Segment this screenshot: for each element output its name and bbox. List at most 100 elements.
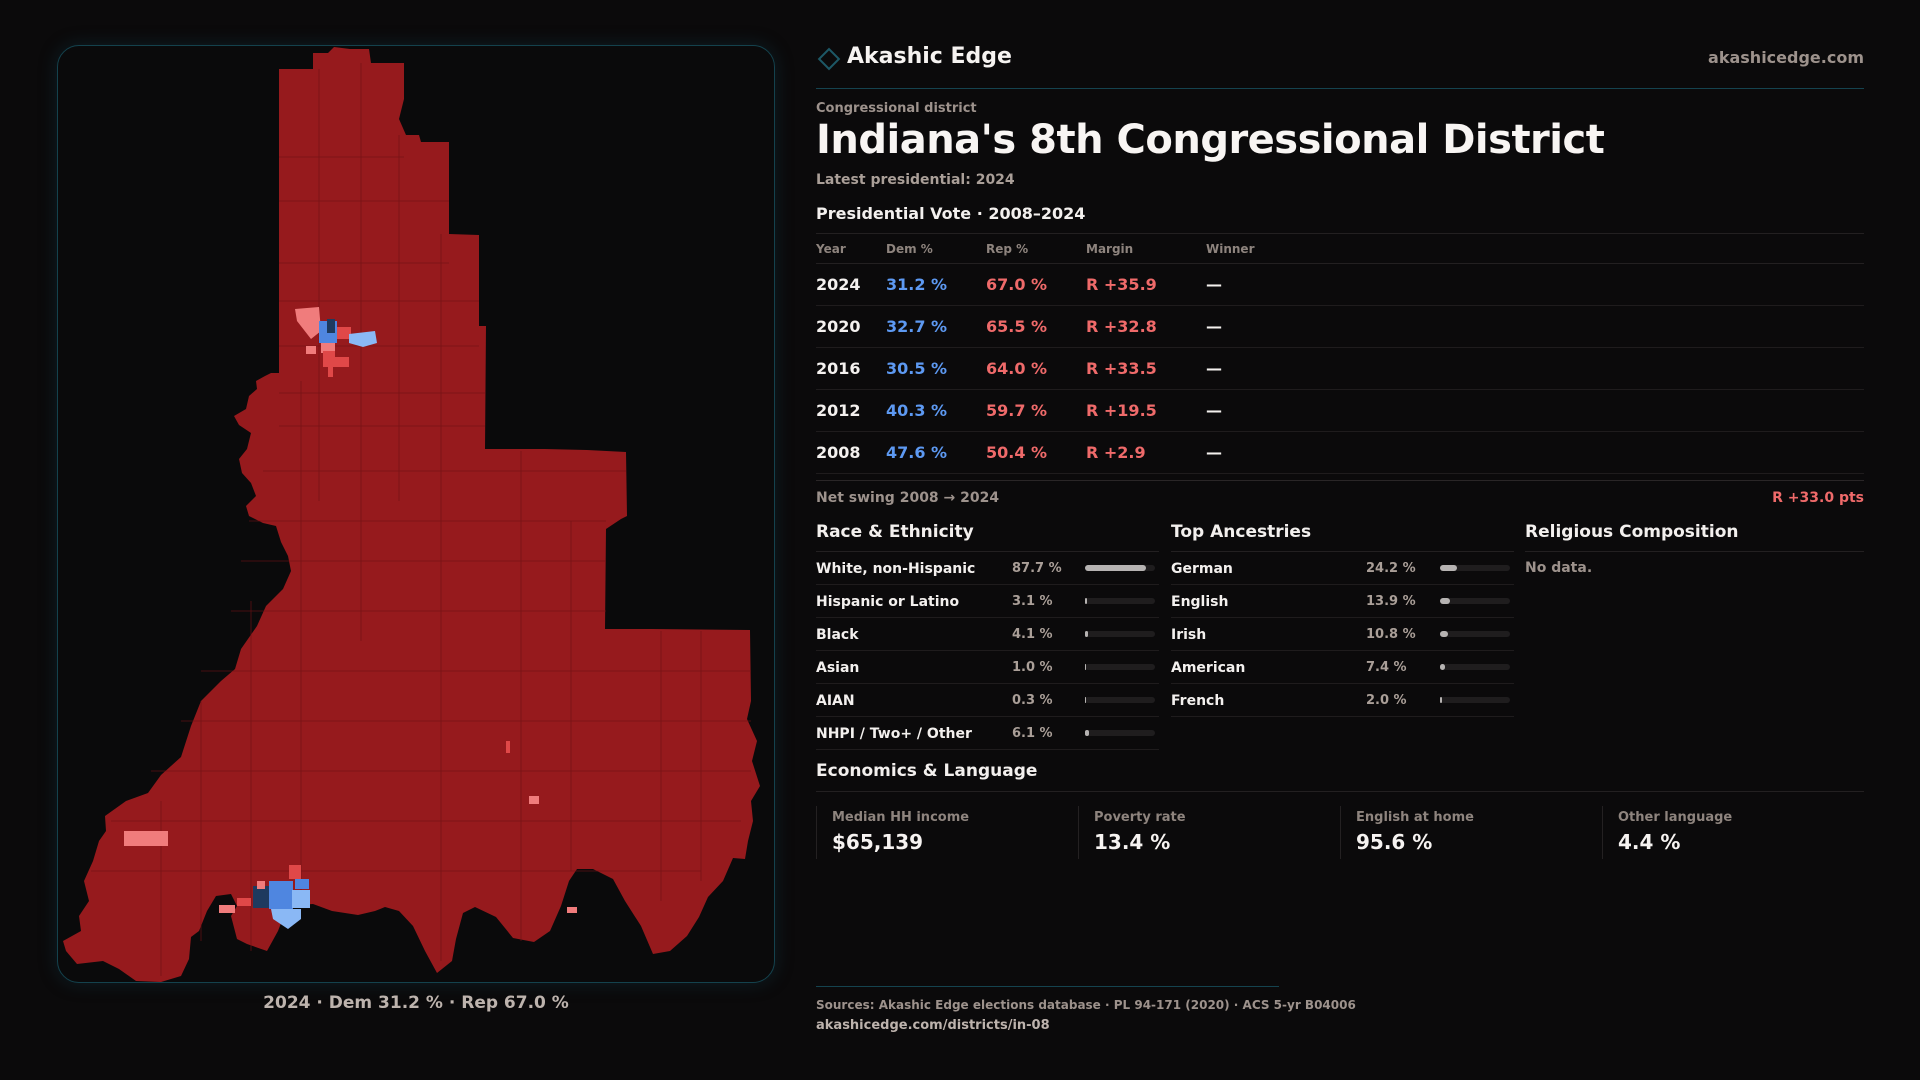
dem-cell: 47.6 % bbox=[886, 431, 986, 474]
race-list: White, non-Hispanic 87.7 % Hispanic or Lat… bbox=[816, 552, 1159, 750]
item-value: 0.3 % bbox=[1012, 693, 1053, 708]
bar-track bbox=[1440, 565, 1510, 571]
table-row: 2016 30.5 % 64.0 % R +33.5 — bbox=[816, 347, 1864, 390]
bar-fill bbox=[1085, 631, 1088, 637]
bar-track bbox=[1085, 664, 1155, 670]
winner-cell: — bbox=[1206, 431, 1864, 474]
latest-presidential: Latest presidential: 2024 bbox=[816, 172, 1015, 188]
map-caption: 2024 · Dem 31.2 % · Rep 67.0 % bbox=[263, 993, 569, 1013]
stat-other-language: Other language 4.4 % bbox=[1602, 806, 1864, 859]
religion-section: Religious Composition No data. bbox=[1525, 520, 1864, 576]
economics-stats: Median HH income $65,139 Poverty rate 13… bbox=[816, 806, 1864, 859]
table-row: 2012 40.3 % 59.7 % R +19.5 — bbox=[816, 389, 1864, 432]
stat-value: 95.6 % bbox=[1356, 830, 1433, 854]
bar-track bbox=[1085, 730, 1155, 736]
evansville-precincts bbox=[219, 865, 310, 929]
dem-cell: 31.2 % bbox=[886, 263, 986, 306]
religion-title: Religious Composition bbox=[1525, 520, 1864, 552]
item-label: Asian bbox=[816, 660, 860, 676]
dem-cell: 32.7 % bbox=[886, 305, 986, 348]
religion-empty-message: No data. bbox=[1525, 560, 1593, 576]
net-swing-value: R +33.0 pts bbox=[1772, 490, 1864, 506]
item-label: AIAN bbox=[816, 693, 855, 709]
sources-note: Sources: Akashic Edge elections database… bbox=[816, 998, 1356, 1012]
district-map[interactable] bbox=[57, 45, 775, 983]
bar-fill bbox=[1085, 565, 1147, 571]
net-swing-label: Net swing 2008 → 2024 bbox=[816, 490, 1000, 506]
list-item: French 2.0 % bbox=[1171, 684, 1514, 717]
brand[interactable]: Akashic Edge bbox=[816, 44, 1012, 70]
district-map-panel[interactable] bbox=[57, 45, 775, 983]
col-year: Year bbox=[816, 233, 886, 264]
list-item: White, non-Hispanic 87.7 % bbox=[816, 552, 1159, 585]
table-row: 2020 32.7 % 65.5 % R +32.8 — bbox=[816, 305, 1864, 348]
bar-track bbox=[1440, 631, 1510, 637]
item-label: Irish bbox=[1171, 627, 1207, 643]
list-item: German 24.2 % bbox=[1171, 552, 1514, 585]
stat-value: 4.4 % bbox=[1618, 830, 1681, 854]
bar-fill bbox=[1440, 664, 1446, 670]
list-item: Black 4.1 % bbox=[816, 618, 1159, 651]
bar-track bbox=[1085, 598, 1155, 604]
terre-haute-precincts bbox=[295, 307, 377, 377]
race-ethnicity-section: Race & Ethnicity White, non-Hispanic 87.7… bbox=[816, 520, 1159, 750]
presidential-vote-table: Year Dem % Rep % Margin Winner 2024 31.2… bbox=[816, 233, 1864, 474]
stat-label: Other language bbox=[1618, 810, 1733, 825]
bar-fill bbox=[1440, 598, 1450, 604]
item-label: Black bbox=[816, 627, 859, 643]
economics-title: Economics & Language bbox=[816, 761, 1864, 792]
rep-cell: 67.0 % bbox=[986, 263, 1086, 306]
winner-cell: — bbox=[1206, 347, 1864, 390]
rep-cell: 64.0 % bbox=[986, 347, 1086, 390]
year-cell: 2008 bbox=[816, 431, 886, 474]
item-value: 87.7 % bbox=[1012, 561, 1062, 576]
stat-value: $65,139 bbox=[832, 830, 924, 854]
site-link[interactable]: akashicedge.com bbox=[1708, 48, 1864, 67]
ancestry-list: German 24.2 % English 13.9 % Irish 10.8 % Amer… bbox=[1171, 552, 1514, 717]
year-cell: 2024 bbox=[816, 263, 886, 306]
rep-cell: 59.7 % bbox=[986, 389, 1086, 432]
table-row: 2024 31.2 % 67.0 % R +35.9 — bbox=[816, 263, 1864, 306]
winner-cell: — bbox=[1206, 263, 1864, 306]
item-label: NHPI / Two+ / Other bbox=[816, 726, 972, 742]
bar-fill bbox=[1085, 730, 1090, 736]
page-title: Indiana's 8th Congressional District bbox=[816, 117, 1605, 163]
stat-median-income: Median HH income $65,139 bbox=[816, 806, 1078, 859]
stat-poverty-rate: Poverty rate 13.4 % bbox=[1078, 806, 1340, 859]
col-winner: Winner bbox=[1206, 233, 1864, 264]
race-ethnicity-title: Race & Ethnicity bbox=[816, 520, 1159, 552]
bar-fill bbox=[1440, 565, 1457, 571]
item-label: White, non-Hispanic bbox=[816, 561, 976, 577]
header-divider bbox=[816, 88, 1864, 89]
stat-label: Median HH income bbox=[832, 810, 970, 825]
list-item: NHPI / Two+ / Other 6.1 % bbox=[816, 717, 1159, 750]
rep-cell: 65.5 % bbox=[986, 305, 1086, 348]
item-value: 10.8 % bbox=[1366, 627, 1416, 642]
stat-label: English at home bbox=[1356, 810, 1474, 825]
rep-cell: 50.4 % bbox=[986, 431, 1086, 474]
diamond-logo-icon bbox=[817, 47, 841, 70]
item-value: 1.0 % bbox=[1012, 660, 1053, 675]
item-label: English bbox=[1171, 594, 1229, 610]
item-value: 7.4 % bbox=[1366, 660, 1407, 675]
bar-track bbox=[1440, 664, 1510, 670]
year-cell: 2020 bbox=[816, 305, 886, 348]
winner-cell: — bbox=[1206, 389, 1864, 432]
year-cell: 2012 bbox=[816, 389, 886, 432]
item-value: 24.2 % bbox=[1366, 561, 1416, 576]
list-item: AIAN 0.3 % bbox=[816, 684, 1159, 717]
item-value: 4.1 % bbox=[1012, 627, 1053, 642]
ancestries-section: Top Ancestries German 24.2 % English 13.9 %… bbox=[1171, 520, 1514, 717]
bar-fill bbox=[1440, 697, 1442, 703]
margin-cell: R +35.9 bbox=[1086, 263, 1206, 306]
district-url[interactable]: akashicedge.com/districts/in-08 bbox=[816, 1018, 1050, 1033]
margin-cell: R +32.8 bbox=[1086, 305, 1206, 348]
dem-cell: 30.5 % bbox=[886, 347, 986, 390]
winner-cell: — bbox=[1206, 305, 1864, 348]
list-item: American 7.4 % bbox=[1171, 651, 1514, 684]
table-row: 2008 47.6 % 50.4 % R +2.9 — bbox=[816, 431, 1864, 474]
bar-track bbox=[1085, 697, 1155, 703]
swing-divider bbox=[816, 480, 1864, 481]
ancestries-title: Top Ancestries bbox=[1171, 520, 1514, 552]
margin-cell: R +2.9 bbox=[1086, 431, 1206, 474]
